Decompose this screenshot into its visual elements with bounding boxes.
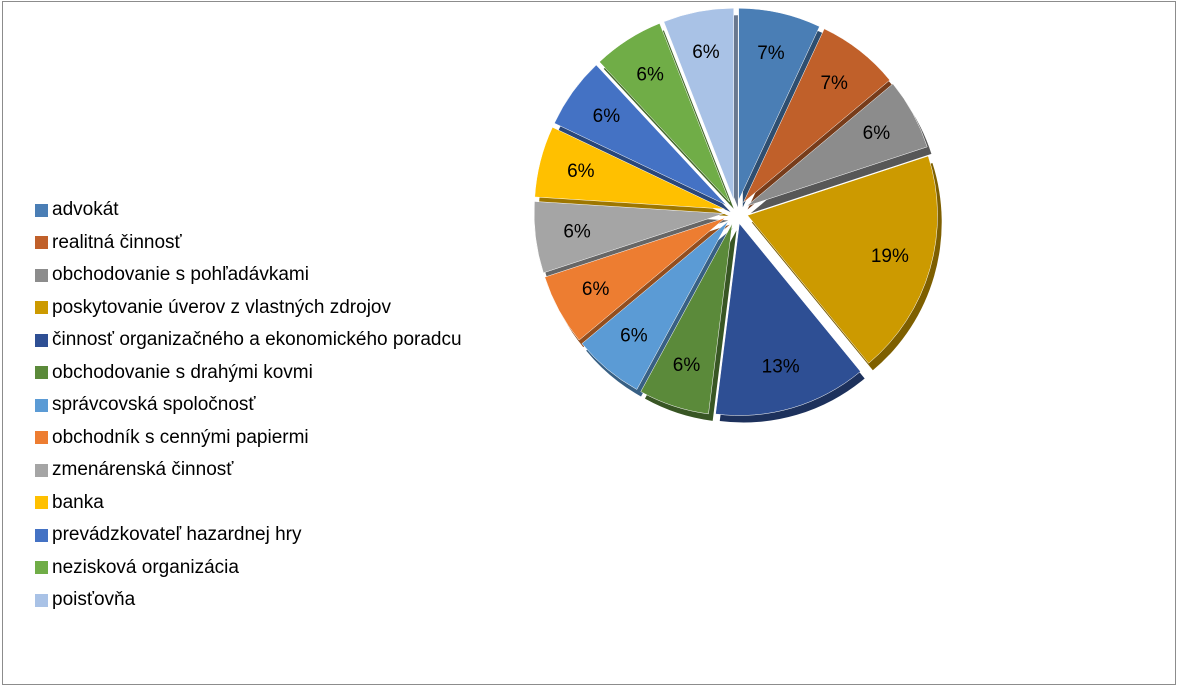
legend-item: činnosť organizačného a ekonomického por… <box>35 324 462 357</box>
pie-slice <box>663 7 735 201</box>
legend-label: obchodník s cennými papiermi <box>52 426 309 448</box>
slice-data-label: 13% <box>762 356 800 377</box>
slice-data-label: 6% <box>567 161 595 182</box>
legend-label: obchodovanie s drahými kovmi <box>52 361 313 383</box>
legend-swatch <box>35 236 48 250</box>
chart-legend: advokát realitná činnosť obchodovanie s po… <box>35 194 462 617</box>
pie-slice <box>554 64 727 206</box>
legend-swatch <box>35 398 48 412</box>
legend-item: prevádzkovateľ hazardnej hry <box>35 519 462 552</box>
legend-label: nezisková organizácia <box>52 556 239 578</box>
legend-swatch <box>35 203 48 217</box>
legend-item: správcovská spoločnosť <box>35 389 462 422</box>
legend-swatch <box>35 366 48 380</box>
legend-label: zmenárenská činnosť <box>52 459 234 481</box>
pie-slice <box>640 223 733 415</box>
legend-swatch <box>35 333 48 347</box>
pie-chart: 7% 7% 6% 19% 13% 6% 6% 6% 6% 6% 6% 6% 6% <box>533 7 942 423</box>
legend-label: poisťovňa <box>52 589 136 611</box>
legend-swatch <box>35 268 48 282</box>
legend-item: realitná činnosť <box>35 227 462 260</box>
slice-data-label: 6% <box>673 355 701 376</box>
legend-swatch <box>35 561 48 575</box>
slice-data-label: 6% <box>620 326 648 347</box>
legend-swatch <box>35 593 48 607</box>
legend-item: obchodník s cennými papiermi <box>35 422 462 455</box>
legend-item: banka <box>35 487 462 520</box>
legend-swatch <box>35 496 48 510</box>
legend-item: obchodovanie s pohľadávkami <box>35 259 462 292</box>
legend-item: obchodovanie s drahými kovmi <box>35 357 462 390</box>
legend-item: advokát <box>35 194 462 227</box>
legend-swatch <box>35 301 48 315</box>
legend-item: zmenárenská činnosť <box>35 454 462 487</box>
pie-slice <box>746 83 928 207</box>
slice-data-label: 6% <box>692 42 720 63</box>
pie-slice <box>599 23 730 203</box>
legend-label: realitná činnosť <box>52 231 182 253</box>
slice-data-label: 6% <box>593 106 621 127</box>
pie-slice <box>747 155 938 364</box>
legend-label: banka <box>52 491 104 513</box>
pie-slice <box>544 217 726 341</box>
legend-label: činnosť organizačného a ekonomického por… <box>52 329 462 351</box>
slice-data-label: 6% <box>582 279 610 300</box>
legend-item: nezisková organizácia <box>35 552 462 585</box>
slice-data-label: 7% <box>820 73 848 94</box>
slice-data-label: 19% <box>871 246 909 267</box>
legend-item: poisťovňa <box>35 584 462 617</box>
pie-slice <box>715 222 861 416</box>
legend-label: advokát <box>52 199 119 221</box>
slice-data-label: 6% <box>563 221 591 242</box>
legend-label: poskytovanie úverov z vlastných zdrojov <box>52 296 391 318</box>
pie-slice <box>534 126 725 210</box>
legend-label: obchodovanie s pohľadávkami <box>52 264 309 286</box>
legend-swatch <box>35 463 48 477</box>
slice-data-label: 7% <box>757 43 785 64</box>
legend-item: poskytovanie úverov z vlastných zdrojov <box>35 292 462 325</box>
pie-slice <box>738 8 820 201</box>
pie-slice <box>743 28 891 203</box>
slice-data-label: 6% <box>636 64 664 85</box>
legend-swatch <box>35 431 48 445</box>
legend-label: správcovská spoločnosť <box>52 394 256 416</box>
pie-slice <box>581 221 729 390</box>
legend-swatch <box>35 528 48 542</box>
pie-slice <box>533 201 725 274</box>
slice-data-label: 6% <box>863 123 891 144</box>
legend-label: prevádzkovateľ hazardnej hry <box>52 524 302 546</box>
